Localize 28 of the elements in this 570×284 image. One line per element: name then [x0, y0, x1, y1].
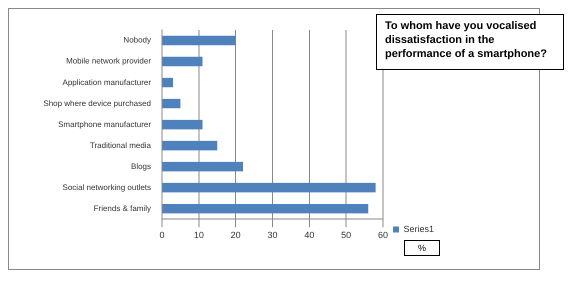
- bar: [162, 78, 174, 88]
- text: To whom have you vocalised dissatisfaction in the performance of a smartphone?: [376, 14, 564, 70]
- x-tick-label: 20: [230, 230, 241, 240]
- bar: [162, 36, 236, 46]
- bar: [162, 204, 368, 214]
- y-tick-label: Blogs: [130, 162, 151, 171]
- y-tick-label: Application manufacturer: [62, 78, 152, 87]
- x-tick-label: 30: [267, 230, 278, 240]
- bar: [162, 120, 203, 130]
- bar: [162, 182, 376, 192]
- x-tick-label: 60: [378, 230, 388, 240]
- y-tick-label: Smartphone manufacturer: [58, 120, 152, 129]
- x-tick-label: 50: [341, 230, 352, 240]
- x-tick-label: 10: [194, 230, 204, 240]
- x-tick-label: 40: [304, 230, 314, 240]
- y-tick-label: Traditional media: [90, 140, 152, 150]
- y-tick-label: Friends & family: [94, 204, 151, 213]
- y-tick-label: Mobile network provider: [66, 56, 152, 66]
- y-tick-label: Shop where device purchased: [43, 98, 151, 108]
- bar: [162, 56, 203, 66]
- bar: [162, 162, 244, 172]
- x-tick-label: 0: [159, 230, 165, 240]
- bar: [162, 98, 180, 108]
- y-tick-label: Nobody: [123, 36, 151, 45]
- y-tick-label: Social networking outlets: [62, 182, 151, 192]
- legend-label: Series1: [403, 224, 434, 234]
- bar: [162, 140, 218, 150]
- text: %: [404, 240, 440, 256]
